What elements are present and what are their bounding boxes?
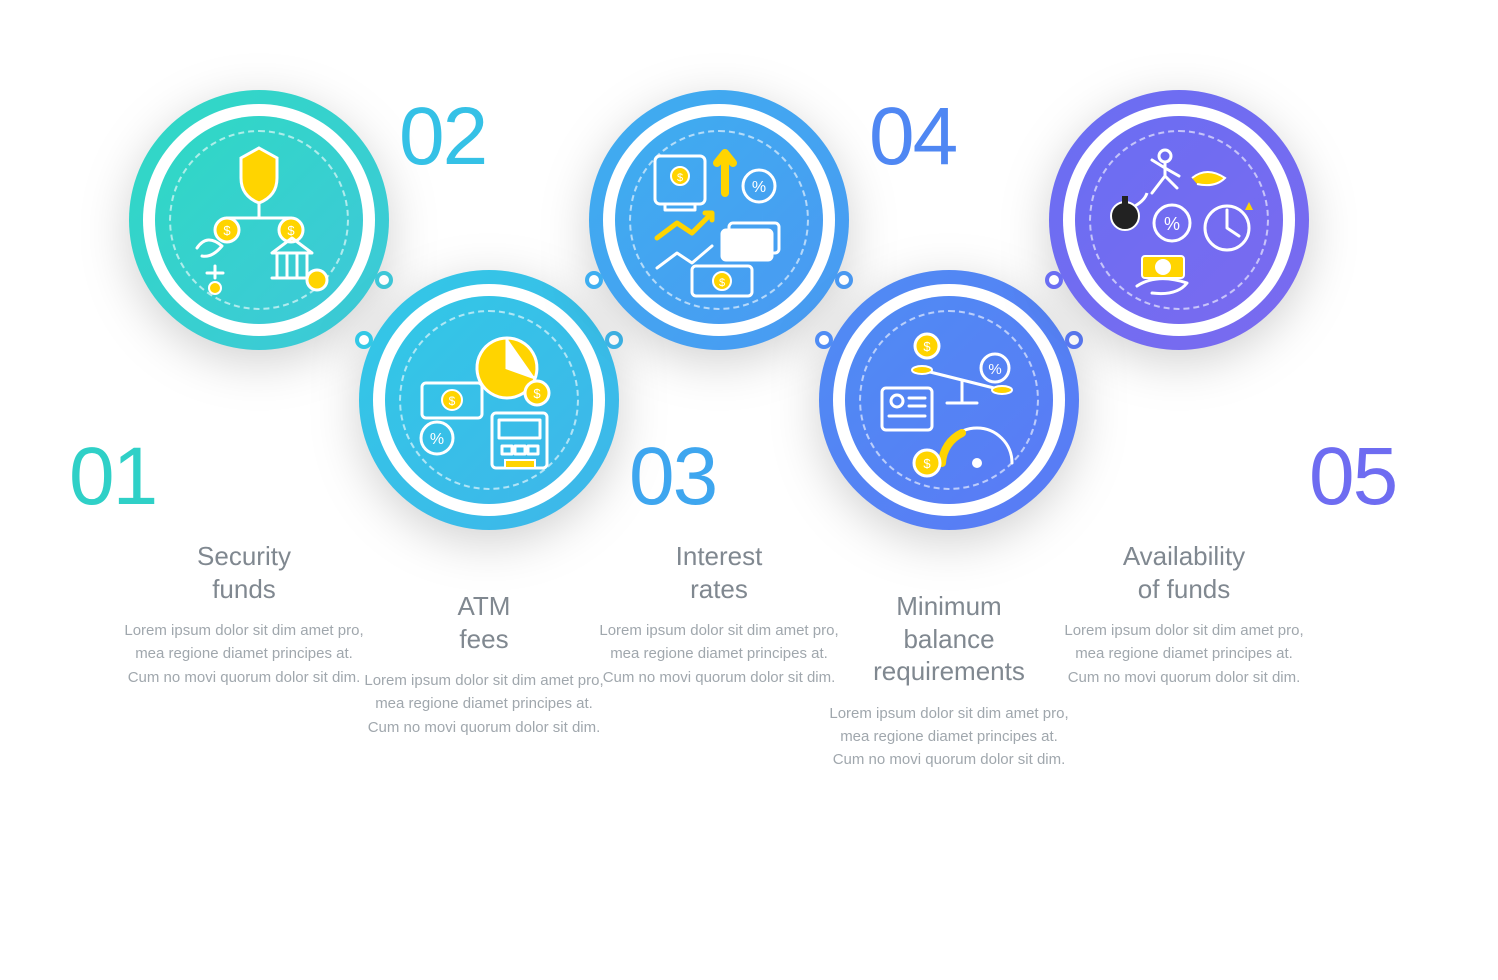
infographic-stage: $ $ 01 Securityfunds Lorem ipsum dolor sit… — [69, 50, 1429, 930]
step-title-04: Minimumbalancerequirements — [824, 590, 1074, 688]
step-number-01: 01 — [69, 430, 156, 524]
step-body-01: Lorem ipsum dolor sit dim amet pro, mea … — [119, 619, 369, 689]
security-icon: $ $ — [169, 130, 349, 310]
step-title-02: ATMfees — [359, 590, 609, 655]
step-text-05: Availabilityof funds Lorem ipsum dolor si… — [1059, 540, 1309, 689]
step-circle-03: $ % $ — [589, 90, 849, 350]
interest-icon: $ % $ — [629, 130, 809, 310]
svg-text:$: $ — [676, 172, 682, 184]
svg-text:%: % — [1163, 214, 1179, 234]
svg-text:$: $ — [223, 223, 231, 238]
svg-text:$: $ — [287, 223, 295, 238]
step-number-02: 02 — [399, 90, 486, 184]
svg-text:%: % — [751, 179, 765, 196]
step-number-04: 04 — [869, 90, 956, 184]
step-circle-05: % — [1049, 90, 1309, 350]
availability-icon: % — [1089, 130, 1269, 310]
svg-text:$: $ — [718, 277, 724, 289]
svg-text:$: $ — [533, 386, 541, 401]
step-number-03: 03 — [629, 430, 716, 524]
step-title-03: Interestrates — [594, 540, 844, 605]
step-body-03: Lorem ipsum dolor sit dim amet pro, mea … — [594, 619, 844, 689]
svg-text:%: % — [429, 431, 443, 448]
balance-icon: $ % $ — [859, 310, 1039, 490]
step-body-05: Lorem ipsum dolor sit dim amet pro, mea … — [1059, 619, 1309, 689]
step-circle-02: $ $ % — [359, 270, 619, 530]
step-circle-04: $ % $ — [819, 270, 1079, 530]
step-body-02: Lorem ipsum dolor sit dim amet pro, mea … — [359, 669, 609, 739]
step-title-01: Securityfunds — [119, 540, 369, 605]
step-text-02: ATMfees Lorem ipsum dolor sit dim amet pr… — [359, 590, 609, 739]
step-number-05: 05 — [1309, 430, 1396, 524]
svg-text:$: $ — [923, 456, 931, 471]
step-title-05: Availabilityof funds — [1059, 540, 1309, 605]
svg-text:$: $ — [448, 394, 455, 408]
svg-text:$: $ — [923, 339, 931, 354]
atm-icon: $ $ % — [399, 310, 579, 490]
step-circle-01: $ $ — [129, 90, 389, 350]
step-text-01: Securityfunds Lorem ipsum dolor sit dim a… — [119, 540, 369, 689]
svg-text:%: % — [988, 361, 1001, 378]
step-text-04: Minimumbalancerequirements Lorem ipsum do… — [824, 590, 1074, 771]
step-body-04: Lorem ipsum dolor sit dim amet pro, mea … — [824, 702, 1074, 772]
step-text-03: Interestrates Lorem ipsum dolor sit dim a… — [594, 540, 844, 689]
